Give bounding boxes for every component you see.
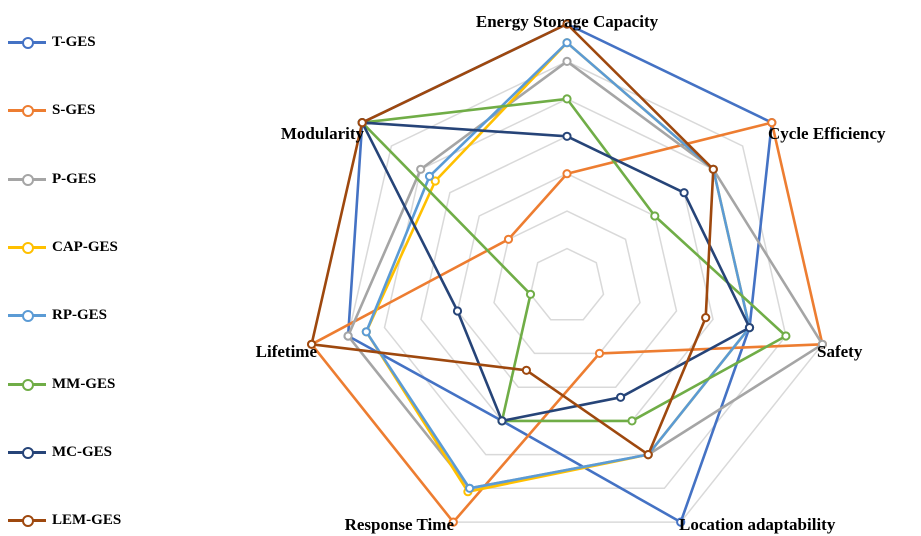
series-line-lem-ges [310, 22, 715, 456]
legend-swatch-p-ges [8, 169, 46, 189]
legend-item-lem-ges[interactable]: LEM-GES [8, 510, 121, 530]
legend-item-p-ges[interactable]: P-GES [8, 169, 96, 189]
legend-label-p-ges: P-GES [52, 170, 97, 187]
data-point-p-ges-lifetime[interactable] [343, 331, 353, 341]
data-point-lem-ges-safety[interactable] [701, 313, 711, 323]
legend-swatch-lem-ges [8, 510, 46, 530]
data-point-t-ges-location-adaptability[interactable] [676, 517, 686, 527]
data-point-rp-ges-energy-storage-capacity[interactable] [562, 38, 572, 48]
data-point-mm-ges-location-adaptability[interactable] [627, 416, 637, 426]
legend-swatch-t-ges [8, 32, 46, 52]
axis-label-cycle-efficiency: Cycle Efficiency [768, 124, 886, 143]
data-point-lem-ges-location-adaptability[interactable] [643, 450, 653, 460]
legend-label-rp-ges: RP-GES [52, 306, 108, 323]
legend-swatch-rp-ges [8, 305, 46, 325]
data-point-mc-ges-location-adaptability[interactable] [616, 392, 626, 402]
data-point-s-ges-location-adaptability[interactable] [594, 348, 605, 358]
series-line-t-ges [346, 22, 774, 524]
data-point-rp-ges-lifetime[interactable] [361, 327, 371, 337]
grid-ring-3 [456, 172, 678, 388]
legend-dot [22, 37, 34, 49]
legend-dot [22, 447, 34, 459]
axis-label-location-adaptability: Location adaptability [679, 515, 836, 534]
legend-item-t-ges[interactable]: T-GES [8, 32, 96, 52]
series-line-rp-ges [364, 41, 751, 490]
legend-swatch-s-ges [8, 100, 46, 120]
legend-dot [22, 310, 34, 322]
grid-ring-2 [493, 210, 641, 355]
legend-swatch-cap-ges [8, 237, 46, 257]
legend-swatch-mm-ges [8, 374, 46, 394]
data-point-s-ges-response-time[interactable] [448, 517, 458, 527]
data-point-mc-ges-lifetime[interactable] [452, 306, 463, 316]
legend-item-mc-ges[interactable]: MC-GES [8, 442, 112, 462]
data-point-p-ges-safety[interactable] [817, 339, 828, 349]
legend-label-t-ges: T-GES [52, 33, 96, 50]
legend-swatch-mc-ges [8, 442, 46, 462]
series-line-mm-ges [360, 97, 788, 423]
series-line-cap-ges [364, 41, 751, 494]
data-point-s-ges-energy-storage-capacity[interactable] [562, 169, 572, 179]
data-point-lem-ges-cycle-efficiency[interactable] [708, 164, 718, 174]
legend-label-s-ges: S-GES [52, 101, 96, 118]
series-mc-ges [357, 118, 755, 426]
legend-dot [22, 105, 34, 117]
legend-label-mm-ges: MM-GES [52, 375, 116, 392]
legend-label-lem-ges: LEM-GES [52, 511, 122, 528]
legend-item-rp-ges[interactable]: RP-GES [8, 305, 107, 325]
data-point-mm-ges-energy-storage-capacity[interactable] [562, 94, 572, 104]
legend-label-cap-ges: CAP-GES [52, 238, 118, 255]
data-point-mc-ges-energy-storage-capacity[interactable] [562, 131, 572, 141]
grid-ring-1 [529, 247, 605, 321]
data-point-s-ges-modularity[interactable] [503, 234, 514, 244]
series-t-ges [343, 19, 777, 527]
data-point-p-ges-energy-storage-capacity[interactable] [562, 56, 572, 67]
data-point-mc-ges-response-time[interactable] [497, 416, 507, 426]
legend-label-mc-ges: MC-GES [52, 443, 112, 460]
legend-dot [22, 242, 34, 254]
legend-dot [22, 174, 34, 186]
series-lem-ges [307, 19, 718, 460]
data-point-lem-ges-modularity[interactable] [357, 118, 367, 128]
legend-dot [22, 379, 34, 391]
legend-item-s-ges[interactable]: S-GES [8, 100, 95, 120]
data-point-mm-ges-cycle-efficiency[interactable] [650, 211, 660, 221]
data-point-lem-ges-response-time[interactable] [521, 365, 532, 375]
data-point-rp-ges-modularity[interactable] [424, 171, 435, 181]
data-point-mc-ges-cycle-efficiency[interactable] [679, 188, 689, 198]
data-point-mc-ges-safety[interactable] [744, 323, 755, 333]
legend-item-mm-ges[interactable]: MM-GES [8, 374, 115, 394]
data-point-mm-ges-safety[interactable] [781, 331, 791, 341]
grid-ring-6 [347, 60, 787, 490]
axis-label-modularity: Modularity [281, 124, 365, 143]
data-point-s-ges-cycle-efficiency[interactable] [767, 118, 777, 128]
legend-item-cap-ges[interactable]: CAP-GES [8, 237, 118, 257]
radar-axis-labels: Energy Storage Capacity Cycle Efficiency S… [256, 12, 886, 534]
legend: T-GES S-GES P-GES CAP-GES RP-GES MM-GES … [0, 0, 170, 536]
data-point-mm-ges-lifetime[interactable] [525, 289, 536, 299]
data-point-p-ges-modularity[interactable] [416, 164, 426, 174]
data-point-cap-ges-modularity[interactable] [430, 176, 440, 186]
axis-label-response-time: Response Time [345, 515, 455, 534]
series-line-mc-ges [360, 121, 751, 423]
radar-series-layer [307, 19, 828, 527]
data-point-rp-ges-response-time[interactable] [465, 483, 475, 493]
axis-label-energy-storage-capacity: Energy Storage Capacity [476, 12, 659, 31]
data-point-lem-ges-energy-storage-capacity[interactable] [562, 19, 572, 29]
axis-label-safety: Safety [817, 342, 863, 361]
axis-label-lifetime: Lifetime [256, 342, 318, 361]
legend-dot [22, 515, 34, 527]
data-point-lem-ges-lifetime[interactable] [307, 339, 317, 349]
series-line-s-ges [310, 121, 824, 524]
